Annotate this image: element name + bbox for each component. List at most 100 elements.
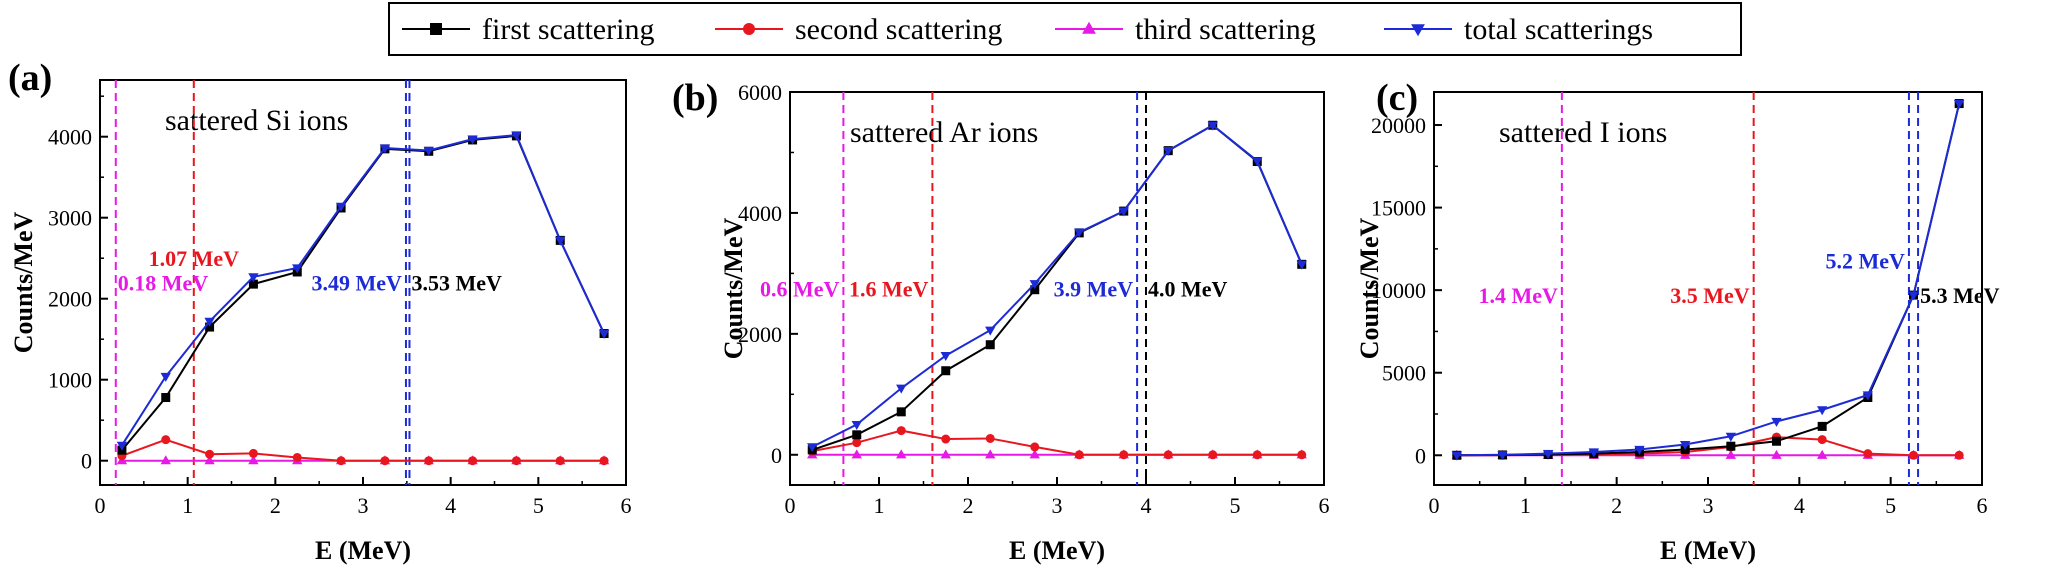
x-tick-label: 0 [785, 493, 796, 518]
marker-line-label: 3.53 MeV [411, 271, 502, 296]
annotation-title: sattered Si ions [165, 104, 348, 137]
x-axis-label: E (MeV) [315, 536, 411, 565]
y-axis-label: Counts/MeV [719, 218, 748, 360]
x-tick-label: 2 [1611, 493, 1622, 518]
data-point [205, 322, 215, 332]
series-total-scatterings [1451, 99, 1965, 461]
data-point [1029, 449, 1040, 459]
data-point [161, 393, 171, 403]
marker-line-label: 3.49 MeV [312, 271, 403, 296]
x-tick-label: 6 [621, 493, 632, 518]
legend-item-1: second scattering [715, 13, 1002, 46]
marker-line-label: 3.9 MeV [1054, 277, 1134, 302]
x-tick-label: 3 [1703, 493, 1714, 518]
marker-line-label: 1.07 MeV [149, 246, 240, 271]
legend-swatch-marker [430, 23, 442, 35]
data-point [1725, 449, 1737, 459]
panel-label: (a) [8, 57, 52, 99]
data-point [335, 202, 347, 212]
y-tick-label: 10000 [1371, 278, 1426, 303]
data-point [1030, 442, 1040, 452]
annotation-title: sattered Ar ions [850, 116, 1038, 149]
y-tick-label: 2000 [738, 322, 782, 347]
x-tick-label: 0 [1429, 493, 1440, 518]
data-point [204, 317, 215, 327]
data-point [985, 326, 996, 336]
x-tick-label: 1 [1520, 493, 1531, 518]
data-point [423, 146, 434, 156]
legend-label: total scatterings [1464, 13, 1653, 46]
y-tick-label: 3000 [48, 206, 92, 231]
x-tick-label: 4 [445, 493, 456, 518]
marker-line-label: 0.18 MeV [118, 271, 209, 296]
legend-item-3: total scatterings [1384, 13, 1653, 46]
data-point [852, 438, 862, 448]
panels: 0 1 2 3 4 5 6 0 1000 2000 3000 4000 E (MeV) Counts/Me… [8, 57, 2000, 565]
x-tick-label: 2 [963, 493, 974, 518]
data-point [1634, 445, 1645, 455]
panel-label: (b) [672, 77, 718, 119]
series-total-scatterings [116, 131, 610, 451]
y-tick-label: 0 [1415, 443, 1426, 468]
x-tick-label: 1 [874, 493, 885, 518]
data-point [1862, 391, 1874, 401]
chart-panel-0: 0 1 2 3 4 5 6 0 1000 2000 3000 4000 E (MeV) Counts/Me… [8, 57, 632, 565]
data-point [599, 456, 609, 466]
data-point [161, 435, 171, 445]
data-point [1588, 448, 1600, 458]
legend-swatch-marker [1411, 24, 1425, 37]
data-point [160, 455, 171, 465]
data-point [1163, 450, 1173, 460]
y-axis-label: Counts/MeV [1355, 218, 1384, 360]
data-point [985, 340, 995, 350]
data-point [896, 407, 906, 417]
legend-label: first scattering [482, 13, 654, 46]
x-tick-label: 6 [1319, 493, 1330, 518]
x-tick-label: 3 [358, 493, 369, 518]
y-tick-label: 4000 [48, 125, 92, 150]
data-point [292, 264, 303, 274]
data-point [1542, 450, 1554, 460]
chart-panel-1: 0 1 2 3 4 5 6 0 2000 4000 6000 E (MeV) Counts/MeV (b)… [672, 77, 1330, 565]
data-point [555, 236, 566, 246]
y-tick-label: 6000 [738, 80, 782, 105]
annotation-title: sattered I ions [1499, 116, 1667, 149]
data-point [985, 433, 995, 443]
x-tick-label: 4 [1141, 493, 1152, 518]
legend-swatch-marker [743, 23, 755, 35]
data-point [1451, 451, 1463, 461]
data-point [1863, 449, 1873, 459]
legend-label: second scattering [795, 13, 1002, 46]
marker-line-label: 5.2 MeV [1826, 248, 1906, 273]
data-point [896, 384, 907, 394]
marker-line-label: 4.0 MeV [1148, 277, 1228, 302]
data-point [555, 456, 565, 466]
data-point [380, 456, 390, 466]
y-tick-label: 2000 [48, 287, 92, 312]
data-point [511, 131, 522, 141]
data-point [248, 273, 259, 283]
x-tick-label: 2 [270, 493, 281, 518]
y-tick-label: 15000 [1371, 196, 1426, 221]
data-point [1207, 121, 1218, 131]
data-point [204, 455, 215, 465]
data-point [1953, 99, 1965, 109]
data-point [205, 449, 215, 459]
data-point [424, 456, 434, 466]
x-tick-label: 0 [95, 493, 106, 518]
data-point [1297, 450, 1307, 460]
data-point [851, 420, 862, 430]
y-axis-label: Counts/MeV [9, 212, 38, 354]
data-point [292, 452, 302, 462]
y-tick-label: 20000 [1371, 113, 1426, 138]
chart-panel-2: 0 1 2 3 4 5 6 0 5000 10000 15000 20000 E (MeV) Counts… [1355, 77, 2000, 565]
legend-swatch-marker [1082, 21, 1096, 34]
y-tick-label: 1000 [48, 368, 92, 393]
data-point [248, 455, 259, 465]
series-second-scattering [117, 435, 609, 466]
y-tick-label: 5000 [1382, 361, 1426, 386]
x-tick-label: 5 [533, 493, 544, 518]
x-axis-label: E (MeV) [1009, 536, 1105, 565]
data-point [116, 441, 128, 451]
data-point [1252, 157, 1263, 167]
